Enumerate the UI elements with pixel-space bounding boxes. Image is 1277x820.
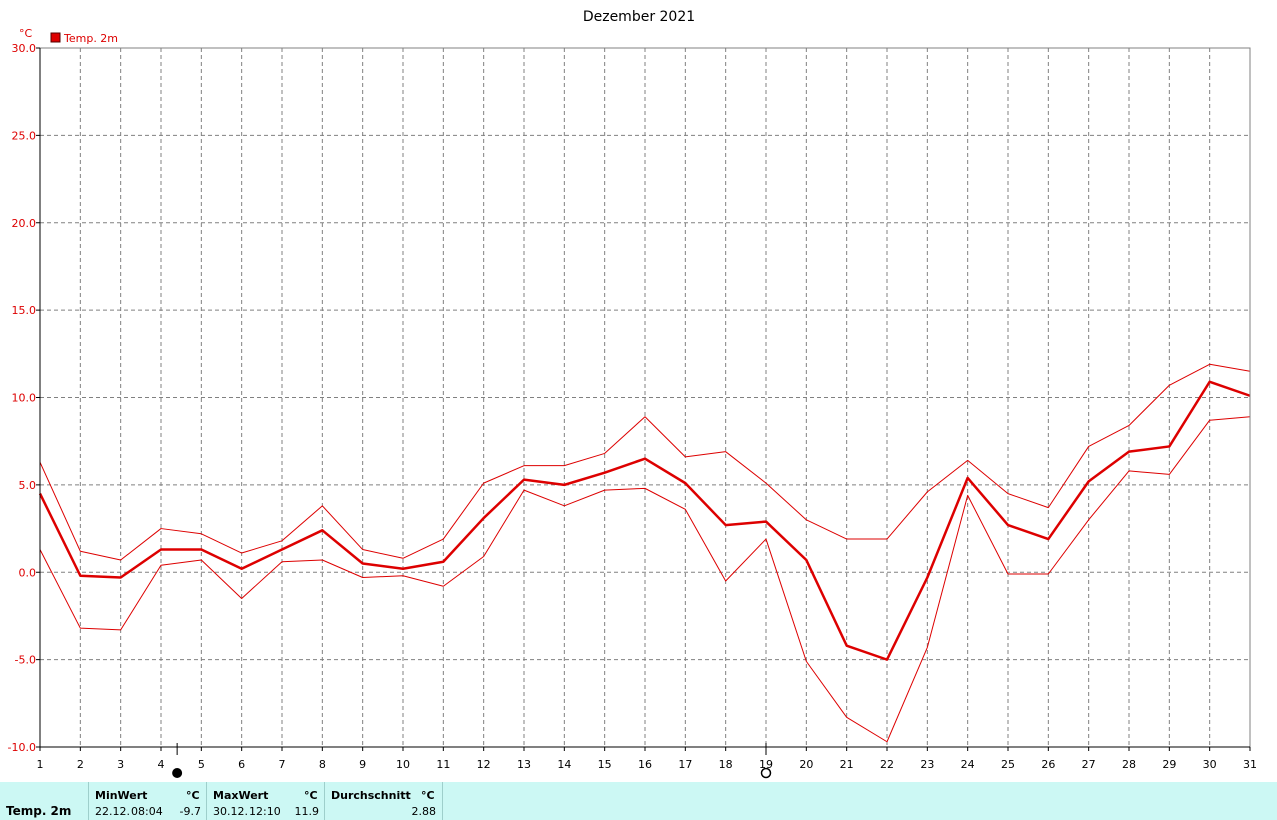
new-moon-icon (172, 768, 183, 778)
x-tick-label: 11 (436, 758, 450, 771)
x-tick-label: 3 (117, 758, 124, 771)
x-tick-label: 25 (1001, 758, 1015, 771)
x-tick-label: 5 (198, 758, 205, 771)
min-value-cell: MinWert °C 22.12. 08:04 -9.7 (88, 782, 207, 820)
x-tick-label: 2 (77, 758, 84, 771)
avg-unit: °C (421, 789, 435, 802)
x-axis: 1 2 3 4 5 6 7 8 9 10 11 12 13 14 15 16 17 18 19 20 21 22 23 24 2… (37, 747, 1257, 771)
x-tick-label: 14 (557, 758, 571, 771)
y-axis-unit: °C (19, 27, 33, 40)
x-tick-label: 9 (359, 758, 366, 771)
avg-value: 2.88 (411, 805, 437, 818)
grid (40, 48, 1250, 747)
x-tick-label: 8 (319, 758, 326, 771)
y-tick-label: 5.0 (19, 479, 37, 492)
min-time: 08:04 (131, 805, 163, 818)
legend-label: Temp. 2m (63, 32, 118, 45)
y-tick-label: -10.0 (8, 741, 36, 754)
series-line-max (39, 363, 1251, 561)
x-tick-label: 19 (759, 758, 773, 771)
x-tick-label: 13 (517, 758, 531, 771)
x-tick-label: 27 (1082, 758, 1096, 771)
x-tick-label: 31 (1243, 758, 1257, 771)
x-tick-label: 26 (1041, 758, 1055, 771)
y-tick-label: 20.0 (12, 217, 37, 230)
max-date: 30.12. (213, 805, 248, 818)
avg-header: Durchschnitt (331, 789, 411, 802)
y-tick-label: 10.0 (12, 392, 37, 405)
y-tick-label: 15.0 (12, 304, 37, 317)
x-tick-label: 16 (638, 758, 652, 771)
max-value-cell: MaxWert °C 30.12. 12:10 11.9 (206, 782, 325, 820)
x-tick-label: 29 (1162, 758, 1176, 771)
x-tick-label: 21 (840, 758, 854, 771)
y-tick-label: 30.0 (12, 42, 37, 55)
min-date: 22.12. (95, 805, 130, 818)
x-tick-label: 1 (37, 758, 44, 771)
x-tick-label: 15 (598, 758, 612, 771)
x-tick-label: 30 (1203, 758, 1217, 771)
x-tick-label: 18 (719, 758, 733, 771)
x-tick-label: 28 (1122, 758, 1136, 771)
x-tick-label: 24 (961, 758, 975, 771)
min-header: MinWert (95, 789, 148, 802)
y-tick-label: -5.0 (15, 654, 36, 667)
x-tick-label: 17 (678, 758, 692, 771)
series-line-mean (38, 380, 1251, 661)
legend-swatch (50, 32, 61, 43)
series-line-min (39, 416, 1251, 743)
moon-phase-markers (172, 743, 772, 779)
max-header: MaxWert (213, 789, 269, 802)
y-tick-label: 25.0 (12, 129, 37, 142)
x-tick-label: 20 (799, 758, 813, 771)
y-tick-label: 0.0 (19, 566, 37, 579)
x-tick-label: 4 (158, 758, 165, 771)
full-moon-icon (760, 767, 772, 779)
y-axis: 30.0 25.0 20.0 15.0 10.0 5.0 0.0 -5.0 -10.0 (8, 42, 40, 754)
x-tick-label: 23 (920, 758, 934, 771)
min-unit: °C (186, 789, 200, 802)
max-unit: °C (304, 789, 318, 802)
x-tick-label: 22 (880, 758, 894, 771)
x-tick-label: 12 (477, 758, 491, 771)
max-time: 12:10 (249, 805, 281, 818)
statistics-bar: Temp. 2m MinWert °C 22.12. 08:04 -9.7 Ma… (0, 782, 1277, 820)
chart-title: Dezember 2021 (583, 9, 695, 25)
min-value: -9.7 (179, 805, 201, 818)
average-value-cell: Durchschnitt °C 2.88 (324, 782, 443, 820)
x-tick-label: 7 (279, 758, 286, 771)
x-tick-label: 6 (238, 758, 245, 771)
stats-row-label: Temp. 2m (6, 804, 72, 818)
max-value: 11.9 (294, 805, 320, 818)
series (38, 363, 1251, 743)
x-tick-label: 10 (396, 758, 410, 771)
